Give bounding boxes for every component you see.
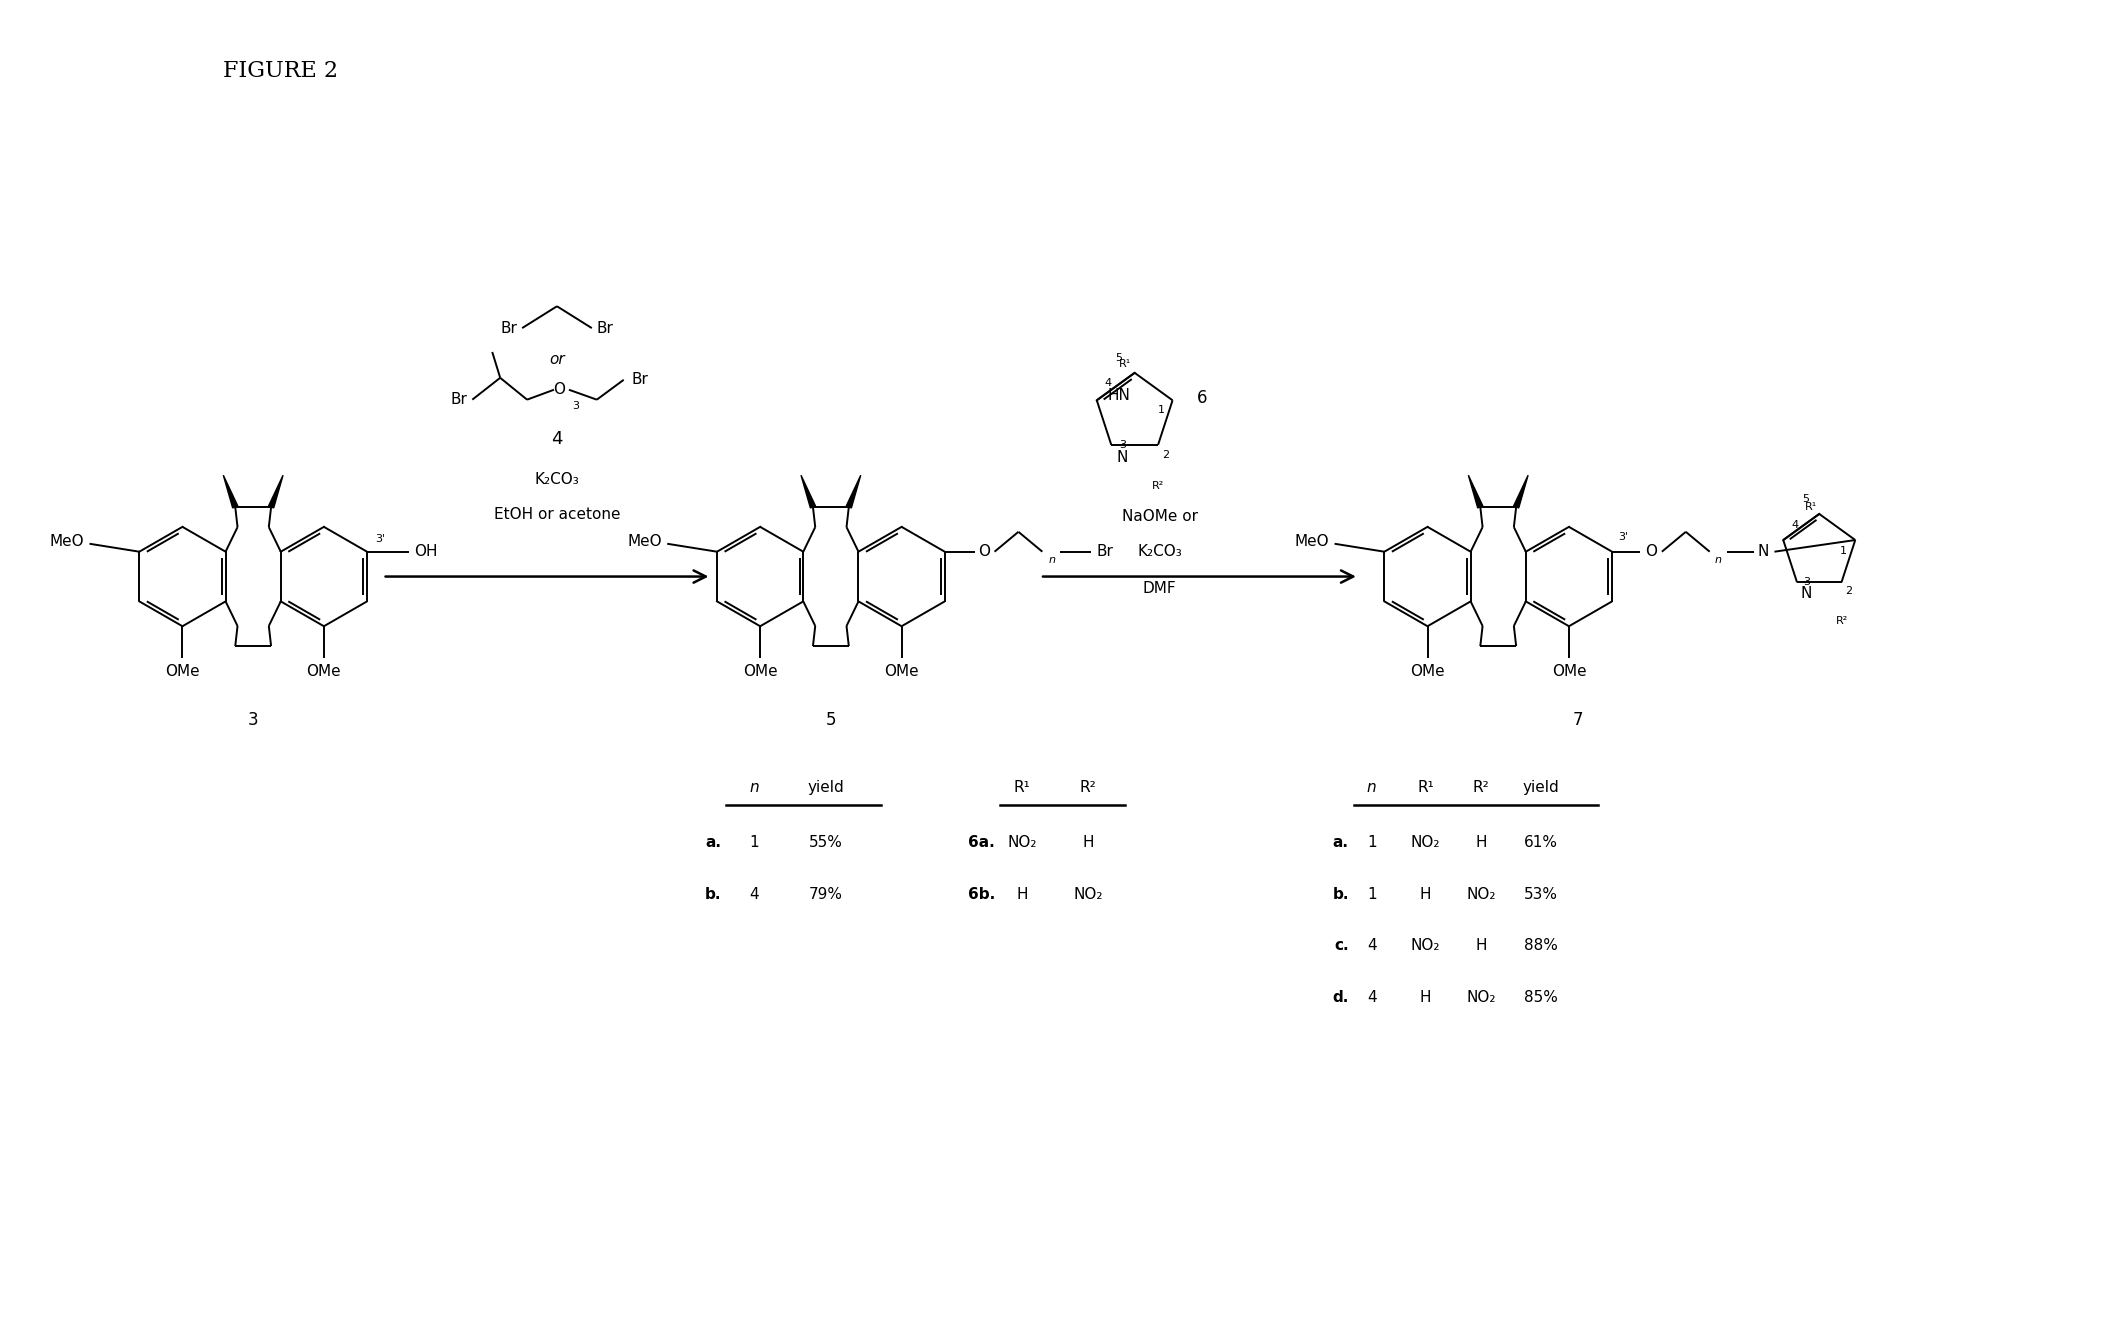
- Text: OMe: OMe: [1552, 664, 1586, 679]
- Text: Br: Br: [596, 321, 613, 335]
- Polygon shape: [1514, 475, 1529, 508]
- Text: 79%: 79%: [809, 887, 842, 902]
- Text: 3: 3: [249, 711, 259, 729]
- Text: OMe: OMe: [1411, 664, 1445, 679]
- Text: 7: 7: [1573, 711, 1584, 729]
- Text: NO₂: NO₂: [1466, 991, 1495, 1005]
- Polygon shape: [223, 475, 238, 508]
- Text: 6b.: 6b.: [969, 887, 996, 902]
- Text: 3: 3: [1803, 577, 1809, 587]
- Text: b.: b.: [706, 887, 722, 902]
- Text: 61%: 61%: [1525, 835, 1558, 850]
- Text: a.: a.: [1333, 835, 1348, 850]
- Polygon shape: [800, 475, 815, 508]
- Text: H: H: [1017, 887, 1028, 902]
- Text: NO₂: NO₂: [1074, 887, 1104, 902]
- Text: Br: Br: [1095, 544, 1112, 560]
- Text: DMF: DMF: [1144, 581, 1177, 595]
- Text: O: O: [979, 544, 990, 560]
- Text: MeO: MeO: [51, 534, 84, 549]
- Text: MeO: MeO: [1295, 534, 1329, 549]
- Text: c.: c.: [1335, 939, 1348, 953]
- Text: R¹: R¹: [1417, 780, 1434, 796]
- Text: 3': 3': [1617, 532, 1628, 542]
- Text: 3: 3: [1118, 440, 1127, 450]
- Text: H: H: [1476, 939, 1487, 953]
- Text: NO₂: NO₂: [1007, 835, 1036, 850]
- Text: or: or: [550, 353, 564, 367]
- Text: H: H: [1476, 835, 1487, 850]
- Text: 4: 4: [552, 431, 562, 448]
- Text: R²: R²: [1836, 617, 1847, 626]
- Text: R¹: R¹: [1118, 358, 1131, 369]
- Text: NO₂: NO₂: [1411, 835, 1441, 850]
- Text: H: H: [1419, 887, 1432, 902]
- Text: b.: b.: [1333, 887, 1348, 902]
- Text: R²: R²: [1472, 780, 1489, 796]
- Text: 1: 1: [1158, 406, 1165, 415]
- Text: K₂CO₃: K₂CO₃: [535, 472, 579, 487]
- Text: 5: 5: [1803, 495, 1809, 504]
- Text: H: H: [1082, 835, 1093, 850]
- Text: 55%: 55%: [809, 835, 842, 850]
- Text: OMe: OMe: [743, 664, 777, 679]
- Text: 4: 4: [1792, 520, 1799, 530]
- Text: 3': 3': [375, 534, 385, 544]
- Text: NO₂: NO₂: [1466, 887, 1495, 902]
- Text: R¹: R¹: [1805, 503, 1817, 512]
- Text: 2: 2: [1163, 450, 1169, 460]
- Text: EtOH or acetone: EtOH or acetone: [493, 508, 621, 522]
- Text: 4: 4: [1367, 991, 1377, 1005]
- Text: N: N: [1116, 450, 1127, 464]
- Text: n: n: [750, 780, 758, 796]
- Text: OMe: OMe: [164, 664, 200, 679]
- Polygon shape: [270, 475, 282, 508]
- Text: yield: yield: [807, 780, 845, 796]
- Text: FIGURE 2: FIGURE 2: [223, 60, 339, 82]
- Text: 6: 6: [1196, 389, 1207, 407]
- Text: 6a.: 6a.: [969, 835, 996, 850]
- Text: H: H: [1419, 991, 1432, 1005]
- Text: Br: Br: [451, 392, 468, 407]
- Text: 1: 1: [1367, 835, 1377, 850]
- Text: NaOMe or: NaOMe or: [1122, 509, 1198, 524]
- Text: a.: a.: [706, 835, 722, 850]
- Text: n: n: [1049, 554, 1055, 565]
- Text: OH: OH: [415, 544, 438, 560]
- Text: O: O: [554, 382, 564, 398]
- Text: Br: Br: [501, 321, 518, 335]
- Text: 53%: 53%: [1525, 887, 1558, 902]
- Text: 4: 4: [1106, 378, 1112, 389]
- Text: n: n: [1367, 780, 1377, 796]
- Text: R²: R²: [1080, 780, 1097, 796]
- Text: 4: 4: [1367, 939, 1377, 953]
- Text: 85%: 85%: [1525, 991, 1558, 1005]
- Text: 5: 5: [826, 711, 836, 729]
- Text: n: n: [1714, 554, 1723, 565]
- Text: yield: yield: [1523, 780, 1558, 796]
- Text: HN: HN: [1108, 387, 1131, 403]
- Text: OMe: OMe: [307, 664, 341, 679]
- Text: R¹: R¹: [1013, 780, 1030, 796]
- Text: 2: 2: [1845, 586, 1853, 597]
- Text: d.: d.: [1333, 991, 1348, 1005]
- Text: O: O: [1645, 544, 1657, 560]
- Text: OMe: OMe: [885, 664, 918, 679]
- Text: 1: 1: [1841, 546, 1847, 556]
- Text: 1: 1: [750, 835, 758, 850]
- Text: 4: 4: [750, 887, 758, 902]
- Text: N: N: [1759, 544, 1769, 560]
- Text: R²: R²: [1152, 480, 1165, 491]
- Polygon shape: [847, 475, 861, 508]
- Text: 3: 3: [573, 400, 579, 411]
- Text: 5: 5: [1116, 353, 1122, 363]
- Text: NO₂: NO₂: [1411, 939, 1441, 953]
- Text: 88%: 88%: [1525, 939, 1558, 953]
- Text: MeO: MeO: [628, 534, 661, 549]
- Text: N: N: [1801, 586, 1813, 601]
- Polygon shape: [1468, 475, 1483, 508]
- Text: 1: 1: [1367, 887, 1377, 902]
- Text: Br: Br: [632, 373, 649, 387]
- Text: K₂CO₃: K₂CO₃: [1137, 544, 1181, 560]
